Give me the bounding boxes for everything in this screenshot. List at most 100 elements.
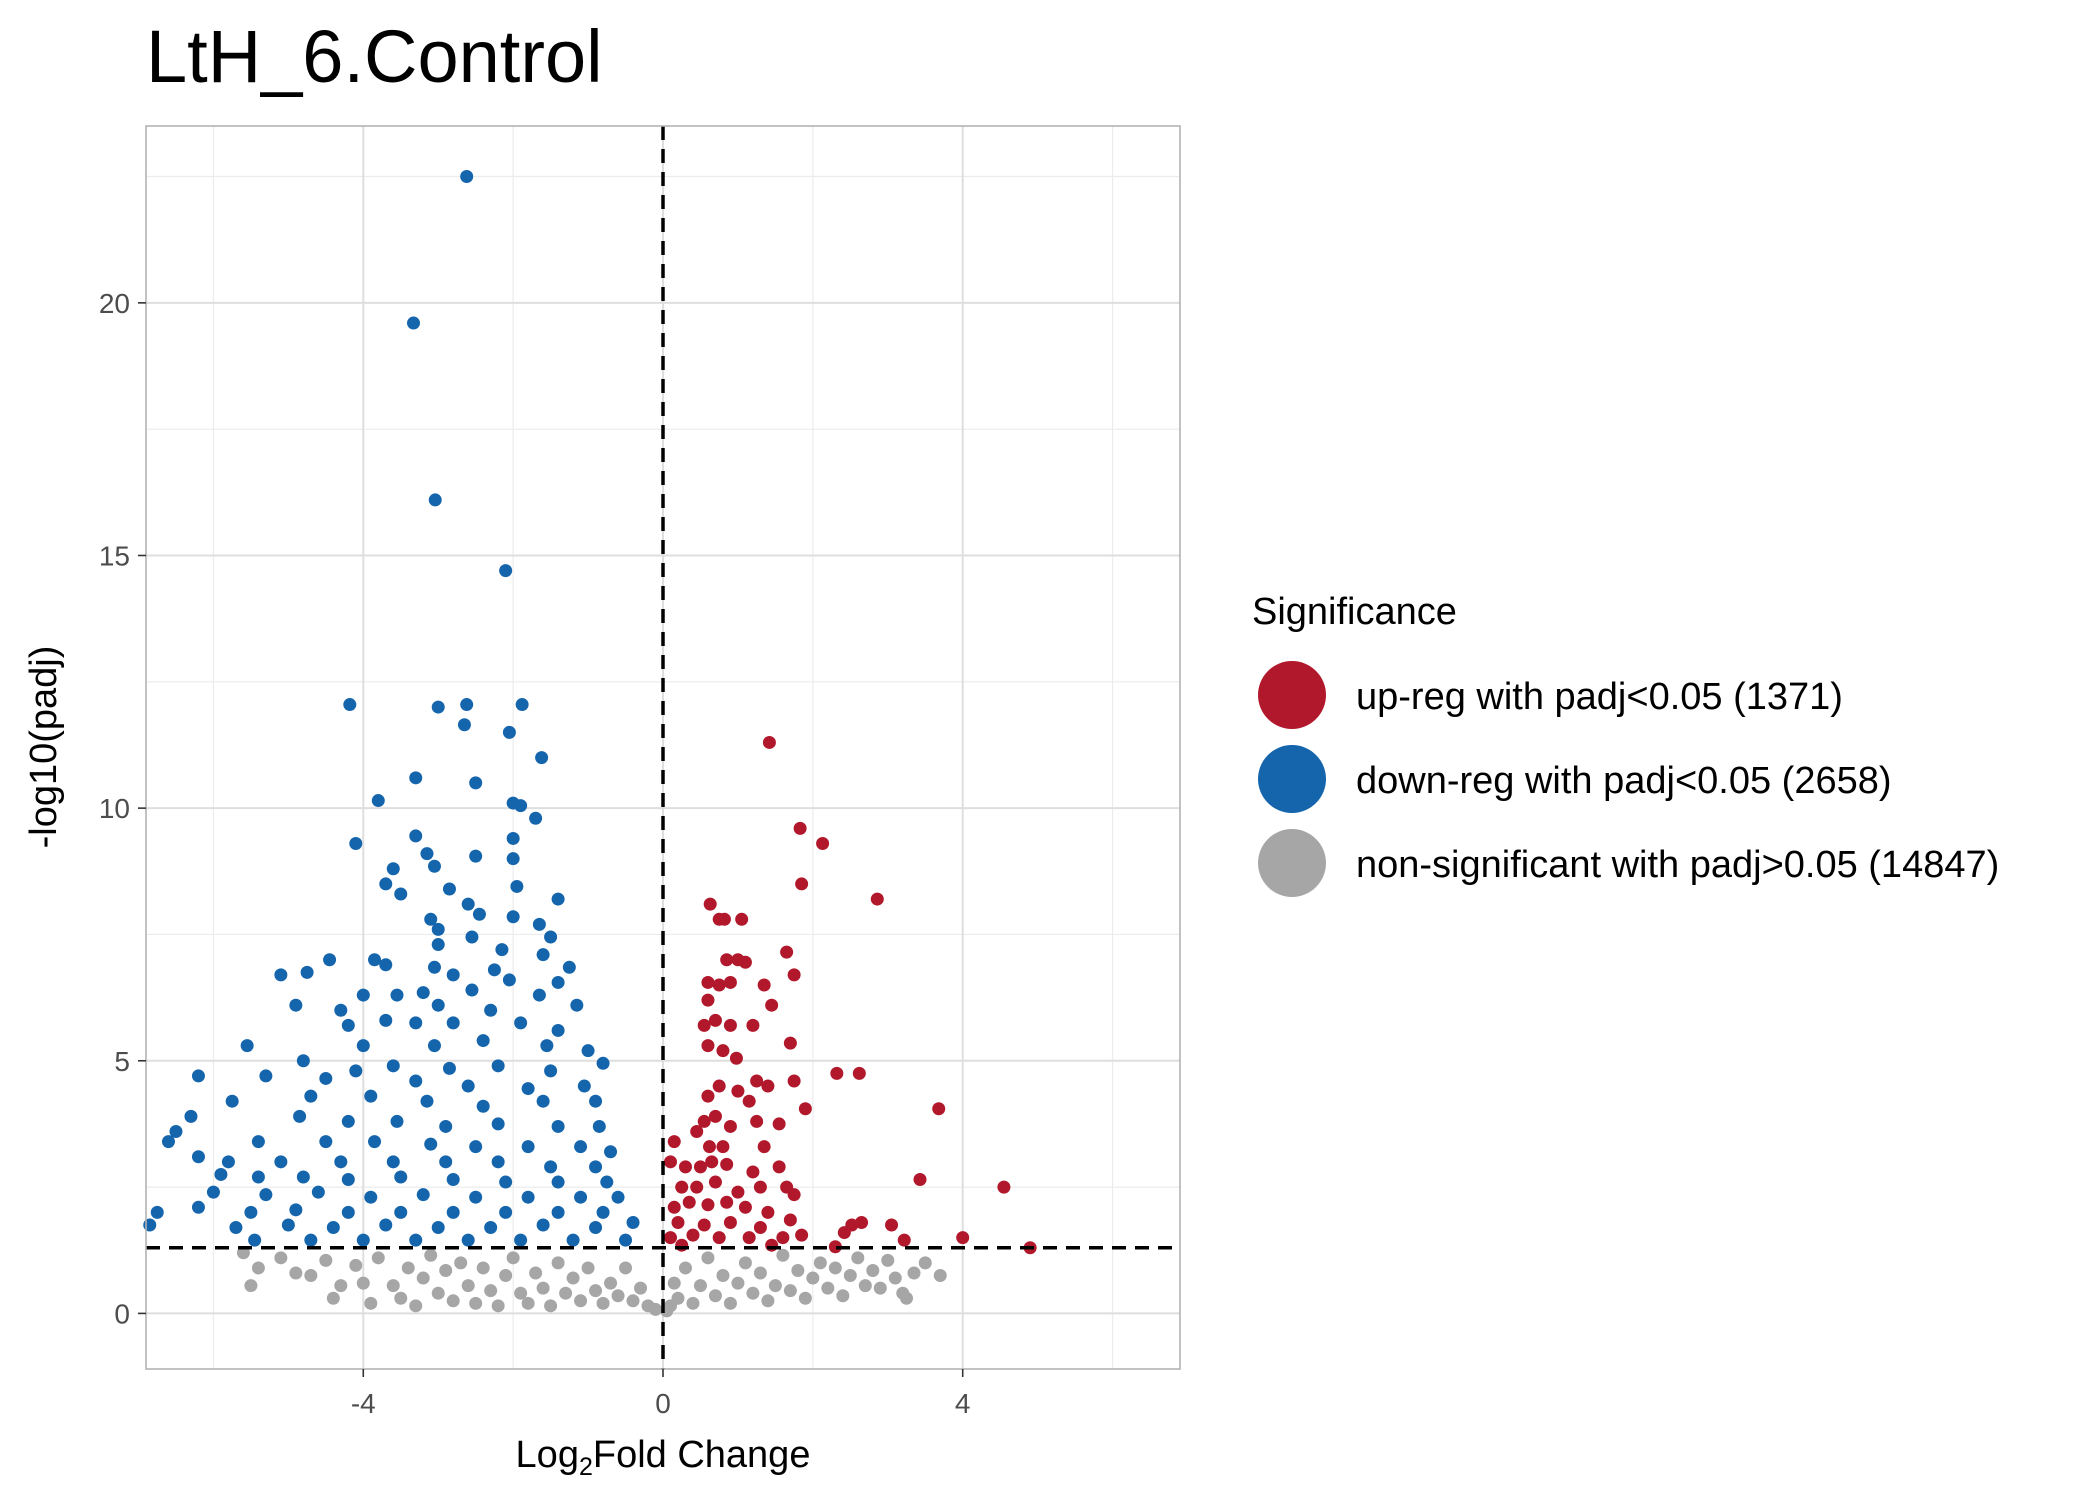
non-significant-point	[499, 1269, 513, 1283]
down-reg-point	[427, 960, 441, 974]
non-significant-point	[274, 1251, 288, 1265]
up-reg-point	[787, 968, 801, 982]
x-axis-title: Log2Fold Change	[516, 1434, 811, 1481]
down-reg-point	[460, 698, 474, 712]
down-reg-point	[334, 1155, 348, 1169]
down-reg-point	[460, 170, 474, 184]
down-reg-point	[431, 998, 445, 1012]
non-significant-point	[581, 1261, 595, 1275]
down-reg-point	[551, 1119, 565, 1133]
non-significant-point	[798, 1291, 812, 1305]
non-significant-point	[843, 1269, 857, 1283]
non-significant-point	[236, 1246, 250, 1260]
down-reg-point	[390, 988, 404, 1002]
up-reg-point	[761, 1079, 775, 1093]
non-significant-point	[349, 1258, 363, 1272]
down-reg-point	[356, 1039, 370, 1053]
legend: Significance up-reg with padj<0.05 (1371…	[1252, 591, 1999, 897]
non-significant-point	[907, 1266, 921, 1280]
down-reg-point	[521, 1190, 535, 1204]
non-significant-point	[356, 1276, 370, 1290]
y-tick-label: 15	[99, 540, 130, 571]
down-reg-point	[349, 1064, 363, 1078]
up-reg-point	[855, 1215, 869, 1229]
down-reg-point	[394, 1170, 408, 1184]
non-significant-point	[409, 1299, 423, 1313]
up-reg-point	[757, 978, 771, 992]
down-reg-point	[461, 897, 475, 911]
non-significant-point	[439, 1263, 453, 1277]
down-reg-point	[626, 1215, 640, 1229]
down-reg-point	[191, 1200, 205, 1214]
down-reg-point	[191, 1069, 205, 1083]
down-reg-point	[244, 1205, 258, 1219]
non-significant-point	[506, 1251, 520, 1265]
down-reg-point	[394, 1205, 408, 1219]
down-reg-point	[424, 912, 438, 926]
down-reg-point	[225, 1094, 239, 1108]
up-reg-point	[765, 998, 779, 1012]
up-reg-point	[675, 1180, 689, 1194]
non-significant-point	[536, 1281, 550, 1295]
down-reg-point	[544, 1160, 558, 1174]
legend-label-up-reg: up-reg with padj<0.05 (1371)	[1356, 676, 1843, 718]
non-significant-point	[244, 1279, 258, 1293]
down-reg-point	[596, 1056, 610, 1070]
down-reg-point	[484, 1221, 498, 1235]
down-reg-point	[562, 960, 576, 974]
up-reg-point	[761, 1205, 775, 1219]
down-reg-point	[341, 1114, 355, 1128]
down-reg-point	[240, 1039, 254, 1053]
down-reg-point	[409, 1074, 423, 1088]
down-reg-point	[600, 1175, 614, 1189]
x-axis-ticks: -4 0 4	[351, 1369, 971, 1419]
up-reg-point	[746, 1165, 760, 1179]
down-reg-point	[442, 1061, 456, 1075]
non-significant-point	[723, 1296, 737, 1310]
down-reg-point	[184, 1109, 198, 1123]
non-significant-point	[416, 1271, 430, 1285]
down-reg-point	[506, 852, 520, 866]
up-reg-point	[720, 1195, 734, 1209]
down-reg-point	[514, 1016, 528, 1030]
up-reg-point	[675, 1238, 689, 1252]
up-reg-point	[997, 1180, 1011, 1194]
x-tick-label: 4	[955, 1388, 971, 1419]
non-significant-point	[828, 1261, 842, 1275]
up-reg-point	[750, 1114, 764, 1128]
up-reg-point	[723, 1215, 737, 1229]
non-significant-point	[806, 1271, 820, 1285]
down-reg-point	[619, 1233, 633, 1247]
non-significant-point	[634, 1281, 648, 1295]
down-reg-point	[510, 879, 524, 893]
down-reg-point	[420, 1094, 434, 1108]
up-reg-point	[682, 1195, 696, 1209]
down-reg-point	[499, 1175, 513, 1189]
non-significant-point	[836, 1289, 850, 1303]
non-significant-point	[589, 1284, 603, 1298]
down-reg-point	[296, 1170, 310, 1184]
y-axis-title: -log10(padj)	[23, 646, 65, 849]
non-significant-point	[551, 1256, 565, 1270]
up-reg-point	[852, 1066, 866, 1080]
down-reg-point	[274, 1155, 288, 1169]
non-significant-point	[484, 1284, 498, 1298]
down-reg-point	[581, 1044, 595, 1058]
down-reg-point	[439, 1155, 453, 1169]
up-reg-point	[701, 1039, 715, 1053]
down-reg-point	[589, 1221, 603, 1235]
down-reg-point	[386, 1155, 400, 1169]
down-reg-point	[566, 1233, 580, 1247]
up-reg-point	[712, 978, 726, 992]
down-reg-point	[368, 953, 382, 967]
down-reg-point	[431, 700, 445, 714]
non-significant-point	[851, 1251, 865, 1265]
x-axis-title-rest: Fold Change	[593, 1434, 811, 1476]
non-significant-point	[738, 1256, 752, 1270]
up-reg-point	[828, 1240, 842, 1254]
down-reg-point	[431, 938, 445, 952]
down-reg-point	[521, 1140, 535, 1154]
down-reg-point	[251, 1135, 265, 1149]
down-reg-point	[551, 1023, 565, 1037]
non-significant-point	[701, 1251, 715, 1265]
